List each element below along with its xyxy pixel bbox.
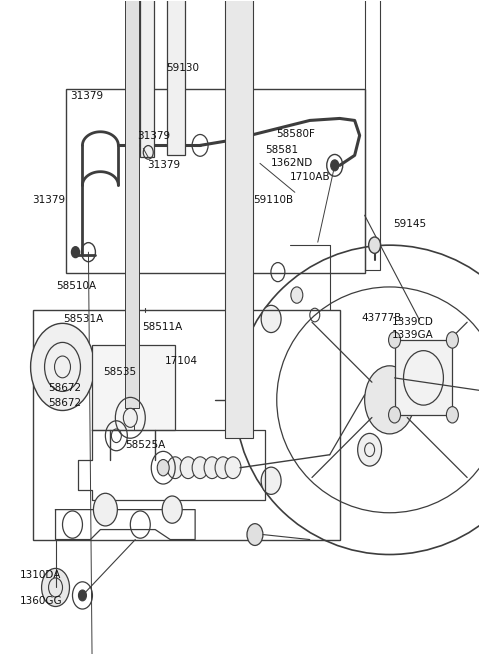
Circle shape [180, 457, 196, 479]
Text: 58510A: 58510A [56, 281, 96, 291]
Text: 43777B: 43777B [361, 312, 401, 323]
Text: 31379: 31379 [137, 131, 170, 141]
Circle shape [157, 460, 169, 476]
Text: 58535: 58535 [104, 367, 137, 377]
Circle shape [446, 332, 458, 348]
Text: 1362ND: 1362ND [271, 159, 313, 168]
Bar [167, 0, 185, 155]
Text: 31379: 31379 [147, 160, 180, 170]
Circle shape [369, 237, 381, 253]
Circle shape [389, 407, 400, 423]
Circle shape [365, 365, 415, 434]
Circle shape [167, 457, 183, 479]
Text: 1360GG: 1360GG [20, 595, 62, 606]
Text: 59145: 59145 [393, 219, 426, 229]
Circle shape [331, 160, 339, 171]
Circle shape [72, 247, 80, 257]
Circle shape [261, 467, 281, 495]
Bar [365, 0, 380, 270]
Circle shape [162, 496, 182, 523]
Text: 58525A: 58525A [125, 440, 166, 450]
Circle shape [358, 434, 382, 466]
Text: 17104: 17104 [165, 356, 198, 367]
Text: 1310DA: 1310DA [20, 571, 61, 580]
Circle shape [225, 457, 241, 479]
Bar [140, 0, 154, 157]
Text: 1710AB: 1710AB [290, 172, 331, 182]
Text: 58672: 58672 [48, 398, 82, 407]
Circle shape [123, 408, 137, 427]
Text: 59110B: 59110B [253, 195, 293, 205]
Text: 31379: 31379 [70, 91, 103, 101]
Bar [33, 310, 340, 540]
Text: 31379: 31379 [32, 195, 65, 205]
Circle shape [78, 590, 86, 601]
Bar [65, 88, 365, 273]
Circle shape [389, 332, 400, 348]
Text: 58581: 58581 [265, 145, 299, 155]
Text: 1339CD: 1339CD [392, 316, 434, 327]
Circle shape [446, 407, 458, 423]
Circle shape [42, 569, 70, 607]
Text: 58511A: 58511A [142, 322, 182, 333]
Bar [93, 345, 175, 430]
Circle shape [261, 305, 281, 333]
Text: 58531A: 58531A [63, 314, 103, 324]
Text: 1339GA: 1339GA [392, 330, 434, 341]
Text: 58672: 58672 [48, 383, 82, 393]
Bar [395, 340, 452, 415]
Circle shape [204, 457, 220, 479]
Circle shape [291, 287, 303, 303]
Circle shape [94, 493, 117, 526]
Bar [125, 0, 139, 408]
Circle shape [215, 457, 231, 479]
Text: 59130: 59130 [166, 63, 199, 73]
Bar [225, 0, 253, 438]
Circle shape [192, 457, 208, 479]
Circle shape [247, 523, 263, 546]
Text: 58580F: 58580F [276, 129, 315, 139]
Circle shape [31, 324, 95, 411]
